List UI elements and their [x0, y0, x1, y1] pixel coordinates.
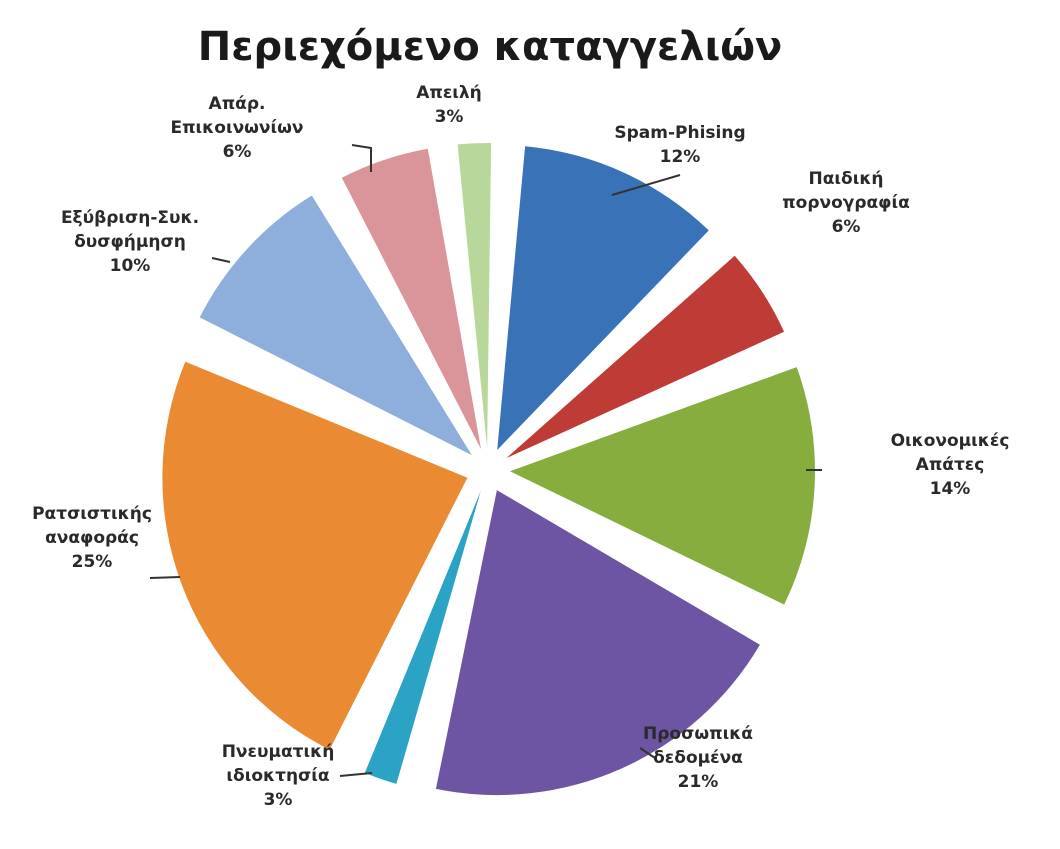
slice-label: Spam-Phising 12% [614, 123, 745, 167]
leader-line [611, 174, 681, 196]
pie-slice [506, 255, 785, 458]
slice-label: Απειλή 3% [416, 83, 482, 127]
slice-label: Παιδική πορνογραφία 6% [782, 169, 910, 237]
pie-slice [341, 148, 481, 450]
slice-label: Εξύβριση-Συκ. δυσφήμηση 10% [61, 208, 199, 276]
pie-slice [199, 195, 472, 456]
chart-title: Περιεχόμενο καταγγελιών [198, 24, 782, 70]
pie-slice [364, 490, 481, 784]
leader-lines [149, 144, 822, 777]
slice-label: Πνευματική ιδιοκτησία 3% [222, 742, 335, 810]
slice-label: Οικονομικές Απάτες 14% [891, 431, 1010, 499]
leader-line [149, 576, 181, 579]
pie-slice [435, 490, 760, 796]
pie-slice [162, 361, 468, 750]
slice-label: Προσωπικά δεδομένα 21% [643, 724, 753, 792]
leader-line [339, 772, 373, 777]
leader-line [639, 747, 656, 759]
pie-slices [162, 142, 815, 796]
pie-slice [457, 142, 492, 448]
leader-line [351, 144, 372, 172]
leader-line [211, 257, 231, 263]
slice-labels: Spam-Phising 12% Παιδική πορνογραφία 6% Οικον… [32, 83, 1009, 810]
pie-slice [497, 146, 709, 451]
slice-label: Ρατσιστικής αναφοράς 25% [32, 504, 152, 572]
slice-label: Απάρ. Επικοινωνίων 6% [171, 94, 304, 162]
pie-slice [510, 367, 815, 605]
